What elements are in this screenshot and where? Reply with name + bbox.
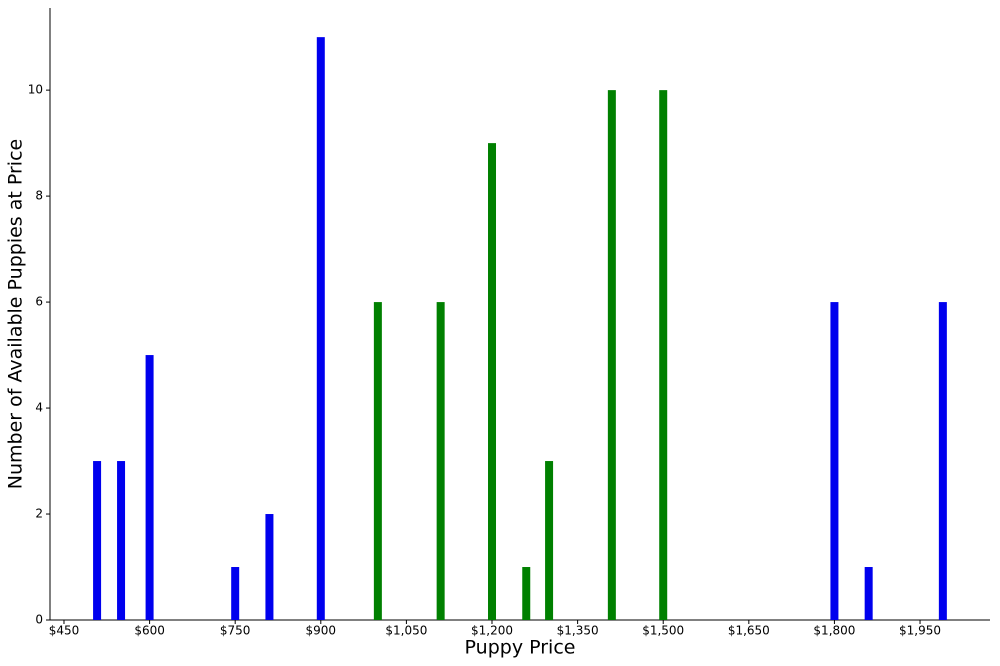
bar xyxy=(93,461,102,620)
y-tick-label: 6 xyxy=(35,295,43,309)
bar xyxy=(117,461,126,620)
x-tick-label: $600 xyxy=(134,624,165,638)
bar xyxy=(938,302,947,620)
y-tick-label: 10 xyxy=(28,83,43,97)
x-tick-label: $900 xyxy=(306,624,337,638)
bar xyxy=(231,567,240,620)
y-tick-label: 8 xyxy=(35,189,43,203)
y-axis-title: Number of Available Puppies at Price xyxy=(5,139,27,489)
y-tick-label: 4 xyxy=(35,401,43,415)
bar xyxy=(864,567,873,620)
bar xyxy=(316,37,325,620)
x-tick-label: $1,800 xyxy=(813,624,855,638)
y-tick-label: 0 xyxy=(35,613,43,627)
x-tick-label: $1,500 xyxy=(642,624,684,638)
bar xyxy=(659,90,668,620)
x-tick-label: $1,350 xyxy=(557,624,599,638)
x-tick-label: $1,050 xyxy=(385,624,427,638)
x-tick-label: $1,200 xyxy=(471,624,513,638)
bar xyxy=(830,302,839,620)
bar xyxy=(545,461,554,620)
bar xyxy=(373,302,382,620)
y-tick-label: 2 xyxy=(35,507,43,521)
x-tick-label: $450 xyxy=(49,624,80,638)
x-tick-label: $1,950 xyxy=(899,624,941,638)
x-axis-title: Puppy Price xyxy=(465,637,576,659)
bar xyxy=(265,514,274,620)
bar xyxy=(488,143,497,620)
x-tick-label: $1,650 xyxy=(728,624,770,638)
bar xyxy=(522,567,531,620)
x-tick-label: $750 xyxy=(220,624,251,638)
bar xyxy=(145,355,154,620)
bar xyxy=(607,90,616,620)
bar xyxy=(436,302,445,620)
